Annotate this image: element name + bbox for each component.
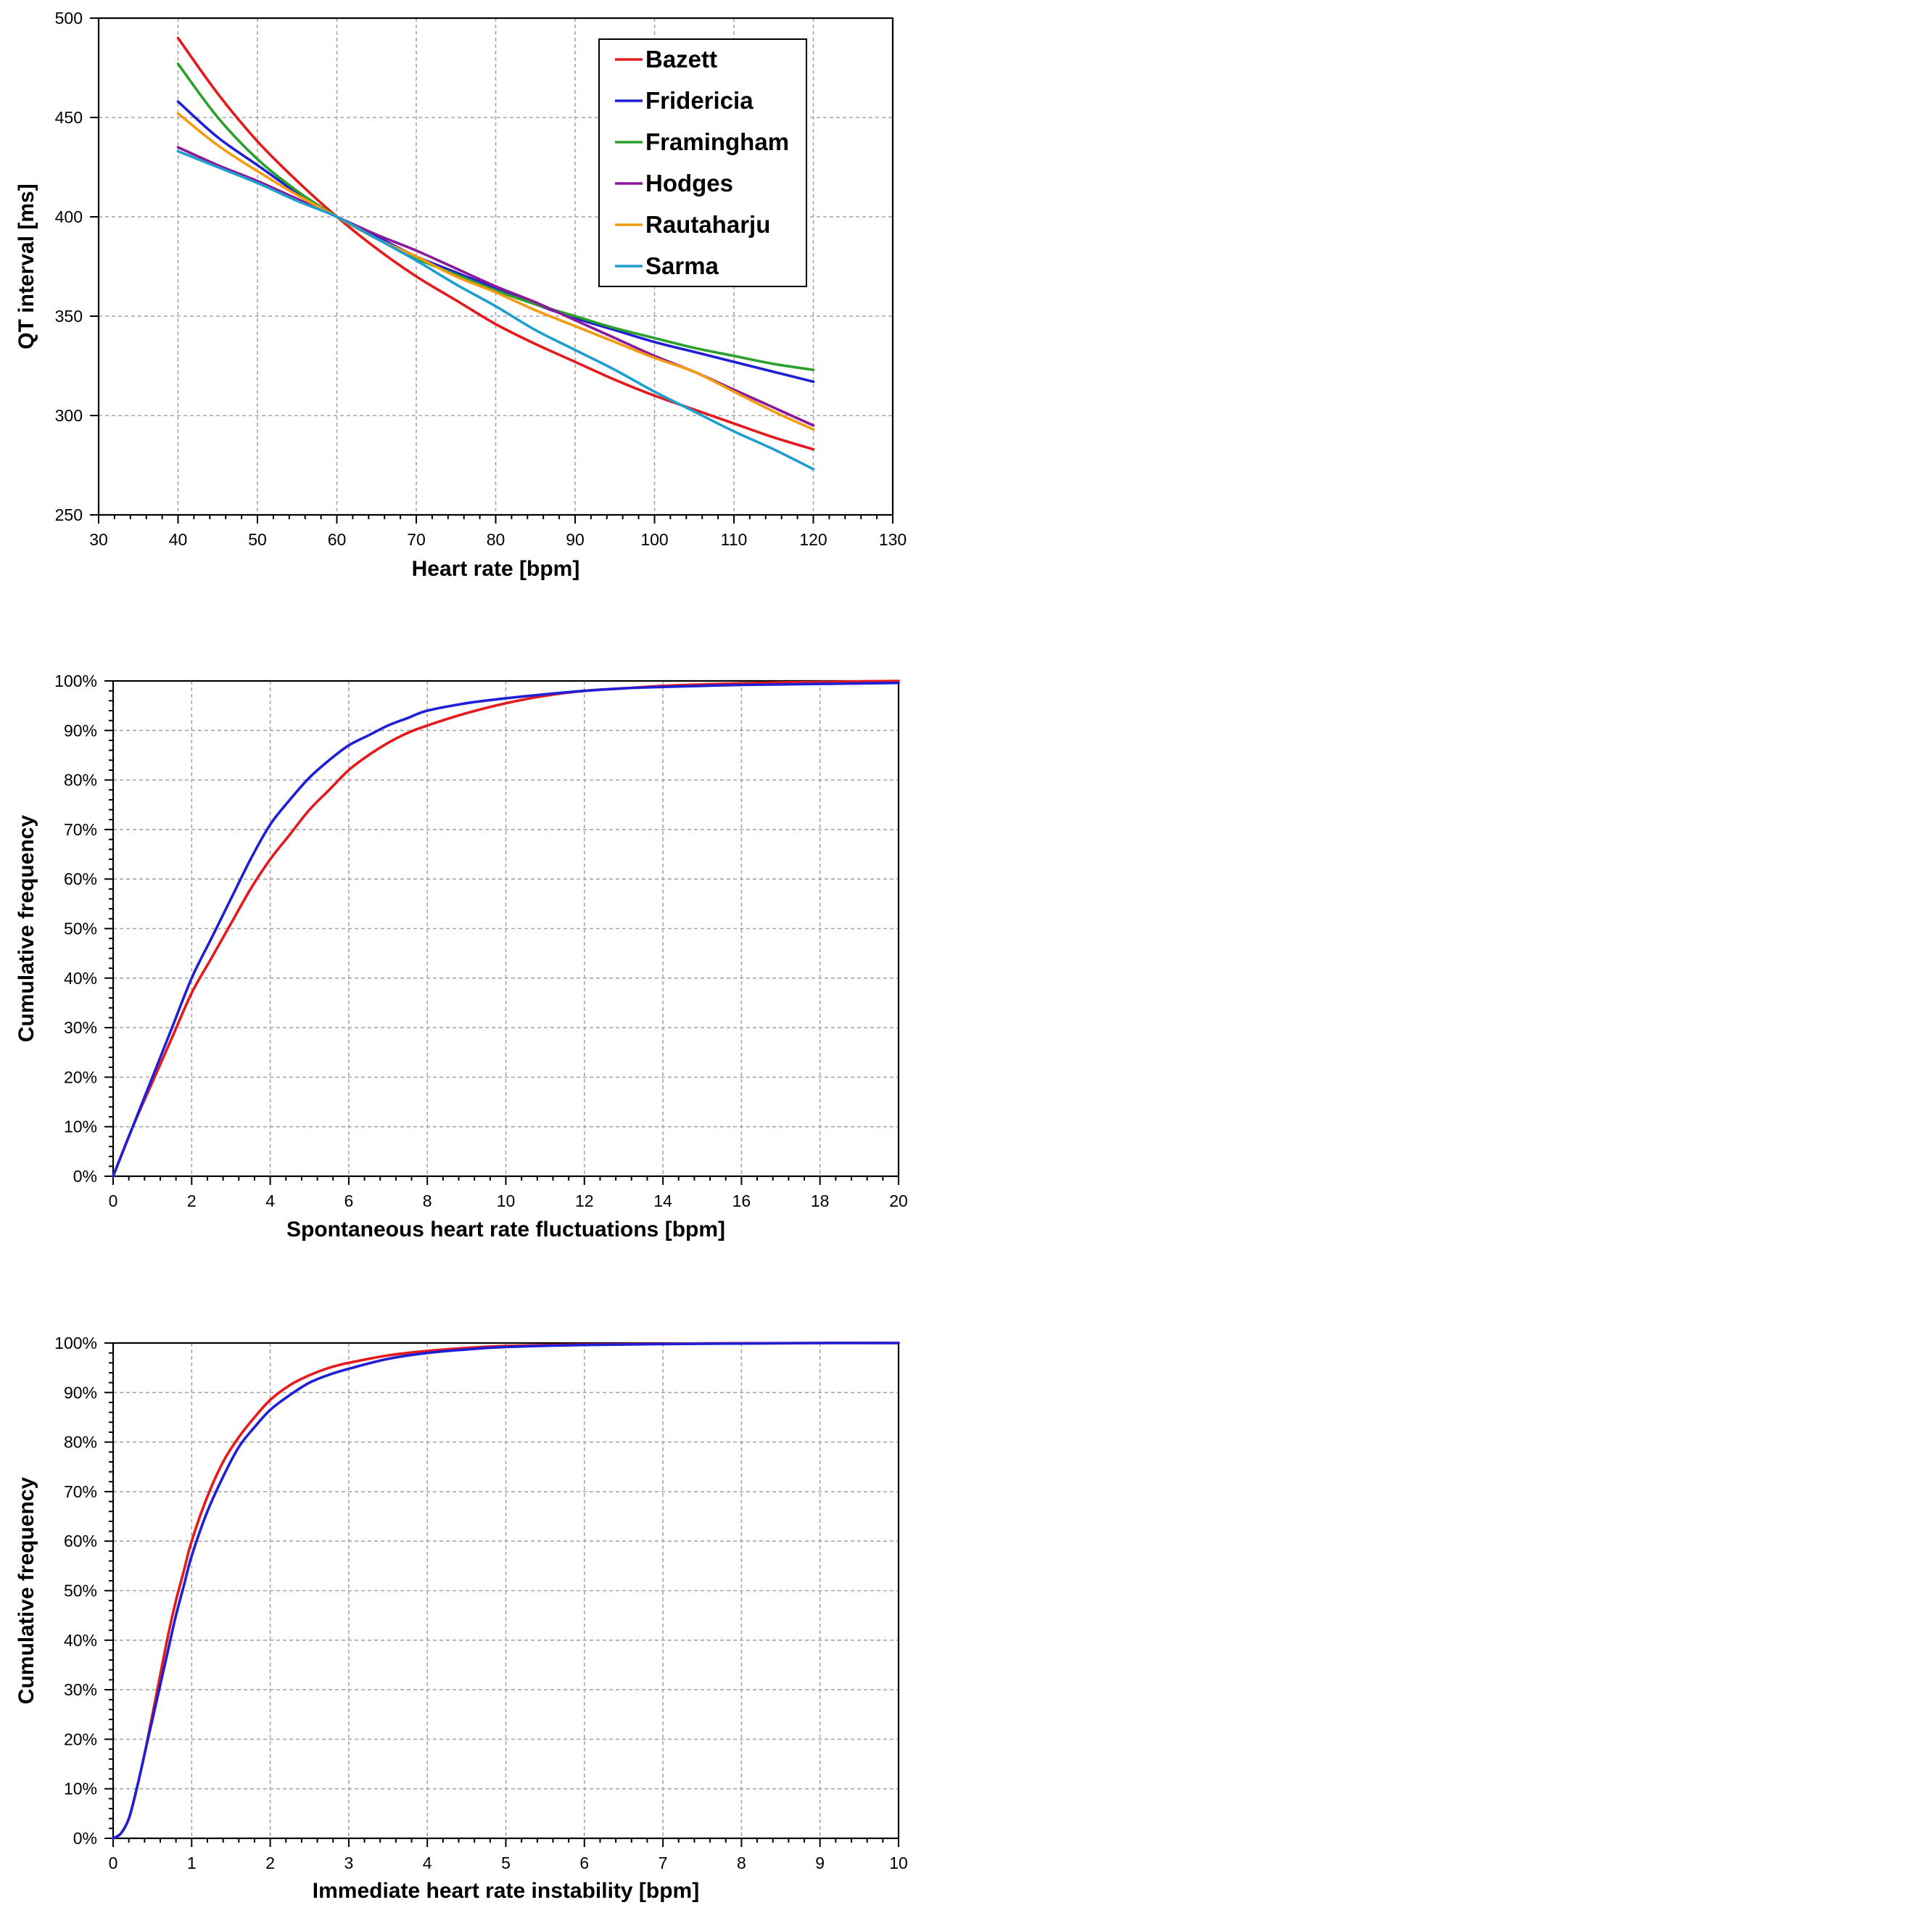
x-tick-label: 30 xyxy=(89,530,108,549)
x-tick-label: 0 xyxy=(109,1854,118,1872)
y-tick-label: 30% xyxy=(64,1018,97,1037)
y-tick-label: 0% xyxy=(73,1829,97,1848)
x-tick-label: 14 xyxy=(653,1191,672,1210)
x-tick-label: 100 xyxy=(640,530,668,549)
x-tick-label: 7 xyxy=(659,1854,668,1872)
x-tick-label: 2 xyxy=(187,1191,197,1210)
x-tick-label: 5 xyxy=(501,1854,511,1872)
legend-label: Framingham xyxy=(645,128,789,155)
x-tick-label: 4 xyxy=(423,1854,432,1872)
y-axis-title: Cumulative frequency xyxy=(15,814,38,1042)
x-tick-label: 4 xyxy=(265,1191,275,1210)
y-tick-label: 50% xyxy=(64,920,97,938)
chart-3: 0 1 2 3 4 5 6 7 8 9 100%10%20%30%40%50%60%70%80%90… xyxy=(15,1334,908,1903)
series-line-bazett xyxy=(176,36,815,451)
y-tick-label: 0% xyxy=(73,1167,97,1186)
y-tick-label: 100% xyxy=(54,672,97,690)
x-tick-label: 10 xyxy=(497,1191,516,1210)
x-tick-label: 40 xyxy=(169,530,188,549)
x-tick-label: 9 xyxy=(815,1854,825,1872)
x-tick-label: 130 xyxy=(879,530,907,549)
legend-label: Sarma xyxy=(645,252,719,279)
legend-box xyxy=(598,38,807,287)
y-tick-label: 70% xyxy=(64,1482,97,1501)
x-tick-label: 8 xyxy=(737,1854,746,1872)
legend-label: Bazett xyxy=(645,46,717,73)
axis-ticks xyxy=(104,1342,899,1847)
y-tick-label: 20% xyxy=(64,1730,97,1748)
series-line-framingham xyxy=(176,62,815,371)
gridlines xyxy=(113,1343,899,1838)
legend-label: Fridericia xyxy=(645,87,754,114)
y-tick-label: 300 xyxy=(55,406,83,425)
x-axis-title: Spontaneous heart rate fluctuations [bpm… xyxy=(286,1218,725,1241)
series-line-fridericia xyxy=(176,100,815,384)
x-tick-label: 1 xyxy=(187,1854,197,1872)
y-tick-label: 500 xyxy=(55,9,83,28)
x-tick-label: 3 xyxy=(344,1854,354,1872)
x-axis-title: Heart rate [bpm] xyxy=(412,557,580,581)
gridlines xyxy=(113,681,899,1176)
y-tick-label: 60% xyxy=(64,1532,97,1550)
y-tick-label: 30% xyxy=(64,1680,97,1699)
x-tick-label: 20 xyxy=(889,1191,908,1210)
chart-2: 0 2 4 6 8 10 12 14 16 18 20 0% 10% 20% 30% 40% 50% 60% 70%… xyxy=(15,672,908,1241)
y-tick-label: 400 xyxy=(55,207,83,226)
x-tick-label: 6 xyxy=(344,1191,354,1210)
y-tick-label: 70% xyxy=(64,820,97,839)
legend-label: Rautaharju xyxy=(645,211,770,238)
y-tick-label: 10% xyxy=(64,1780,97,1798)
y-tick-label: 60% xyxy=(64,869,97,888)
axis-ticks xyxy=(104,680,899,1185)
y-tick-label: 90% xyxy=(64,1383,97,1402)
y-tick-label: 40% xyxy=(64,969,97,988)
x-tick-label: 10 xyxy=(889,1854,908,1872)
x-tick-label: 70 xyxy=(407,530,426,549)
x-tick-label: 80 xyxy=(487,530,505,549)
series-line xyxy=(112,681,900,1178)
y-tick-label: 20% xyxy=(64,1067,97,1086)
x-tick-label: 90 xyxy=(566,530,585,549)
x-tick-label: 18 xyxy=(811,1191,830,1210)
legend-label: Hodges xyxy=(645,170,733,197)
chart-1: 30 40 50 60 70 80 90 100 110 120 130 250 300 350 400 45… xyxy=(15,9,907,581)
x-tick-label: 6 xyxy=(579,1854,589,1872)
y-axis-title: Cumulative frequency xyxy=(15,1476,38,1704)
axis-ticks xyxy=(90,17,893,524)
x-tick-label: 120 xyxy=(799,530,827,549)
x-tick-label: 0 xyxy=(109,1191,118,1210)
x-axis-title: Immediate heart rate instability [bpm] xyxy=(313,1879,699,1903)
y-tick-label: 100% xyxy=(54,1334,97,1352)
x-tick-label: 16 xyxy=(732,1191,751,1210)
x-tick-label: 8 xyxy=(423,1191,432,1210)
y-tick-label: 40% xyxy=(64,1631,97,1650)
y-tick-label: 80% xyxy=(64,771,97,790)
y-tick-label: 10% xyxy=(64,1117,97,1136)
x-tick-label: 2 xyxy=(265,1854,275,1872)
series-line-sarma xyxy=(176,149,815,471)
y-axis-title: QT interval [ms] xyxy=(15,183,38,349)
series-line xyxy=(112,1342,900,1840)
y-tick-label: 80% xyxy=(64,1433,97,1452)
series-line xyxy=(112,679,900,1178)
series-line-rautaharju xyxy=(176,112,815,431)
x-tick-label: 60 xyxy=(328,530,347,549)
y-tick-label: 350 xyxy=(55,307,83,326)
x-tick-label: 50 xyxy=(248,530,267,549)
y-tick-label: 450 xyxy=(55,108,83,127)
y-tick-label: 250 xyxy=(55,505,83,524)
x-tick-label: 12 xyxy=(575,1191,594,1210)
legend: Bazett Fridericia Framingham Hodges Rautahar… xyxy=(598,38,807,287)
y-tick-label: 50% xyxy=(64,1582,97,1600)
x-tick-label: 110 xyxy=(721,530,748,549)
y-tick-label: 90% xyxy=(64,721,97,740)
